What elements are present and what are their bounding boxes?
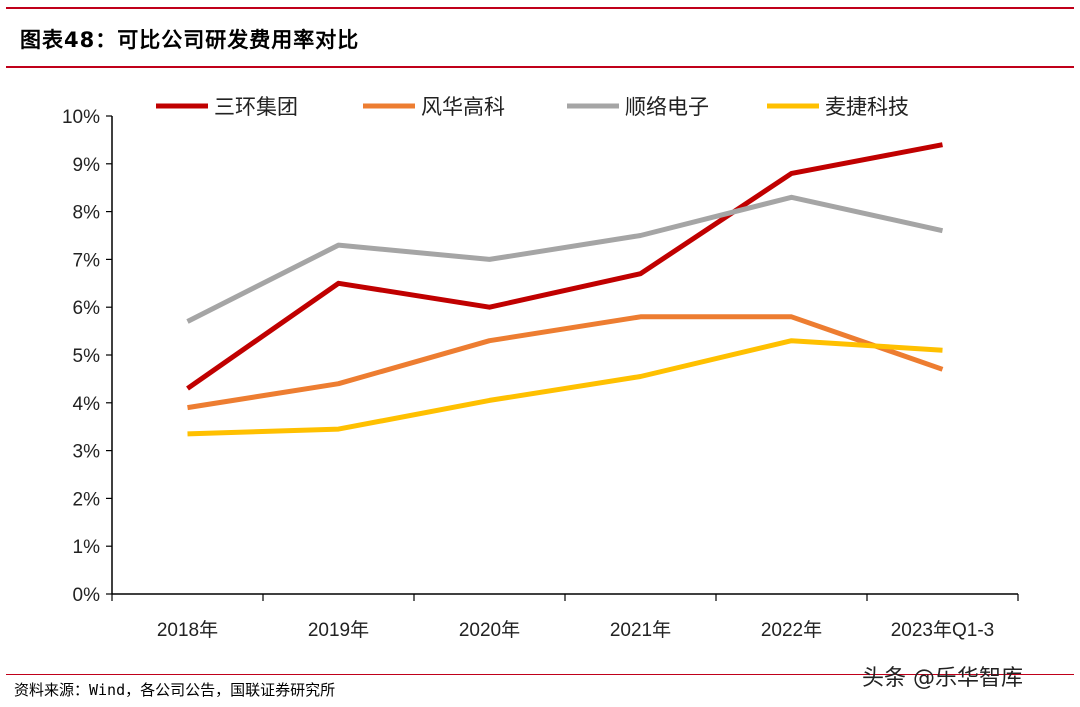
y-tick-label: 8%: [73, 203, 101, 224]
chart-title: 图表48：可比公司研发费用率对比: [20, 28, 360, 52]
legend-label: 顺络电子: [625, 95, 709, 119]
y-tick-label: 7%: [73, 250, 101, 271]
title-underline: [6, 66, 1074, 68]
chart-axes: 0% 1% 2% 3% 4% 5% 6% 7% 8% 9% 10% 2018年 2019年 2020年 20…: [62, 107, 1019, 641]
y-tick-label: 4%: [73, 394, 101, 415]
series-layer: [186, 142, 944, 437]
x-tick-label: 2023年Q1-3: [891, 619, 995, 641]
series-line-1: [186, 142, 943, 391]
watermark: 头条 @乐华智库: [862, 666, 1023, 691]
y-tick-label: 6%: [73, 298, 101, 319]
top-rule: [6, 7, 1074, 9]
series-line-4: [187, 338, 943, 437]
legend-label: 三环集团: [214, 95, 298, 119]
series-line-2: [187, 314, 944, 411]
source-note: 资料来源：Wind，各公司公告，国联证券研究所: [14, 681, 336, 699]
x-tick-label: 2021年: [610, 619, 671, 641]
y-tick-label: 2%: [73, 489, 101, 510]
x-tick-label: 2022年: [761, 619, 822, 641]
y-tick-label: 10%: [62, 107, 100, 128]
footer-rule: [6, 674, 1074, 675]
y-tick-label: 9%: [73, 155, 101, 176]
x-tick-label: 2019年: [308, 619, 369, 641]
chart-legend: 三环集团 风华高科 顺络电子 麦捷科技: [156, 95, 909, 119]
legend-label: 麦捷科技: [825, 95, 909, 119]
x-tick-label: 2020年: [459, 619, 520, 641]
y-tick-label: 0%: [73, 585, 101, 606]
y-tick-label: 3%: [73, 442, 101, 463]
series-line-3: [186, 194, 944, 324]
y-tick-label: 1%: [73, 537, 101, 558]
x-tick-label: 2018年: [157, 619, 218, 641]
legend-label: 风华高科: [421, 95, 505, 119]
y-tick-label: 5%: [73, 346, 101, 367]
